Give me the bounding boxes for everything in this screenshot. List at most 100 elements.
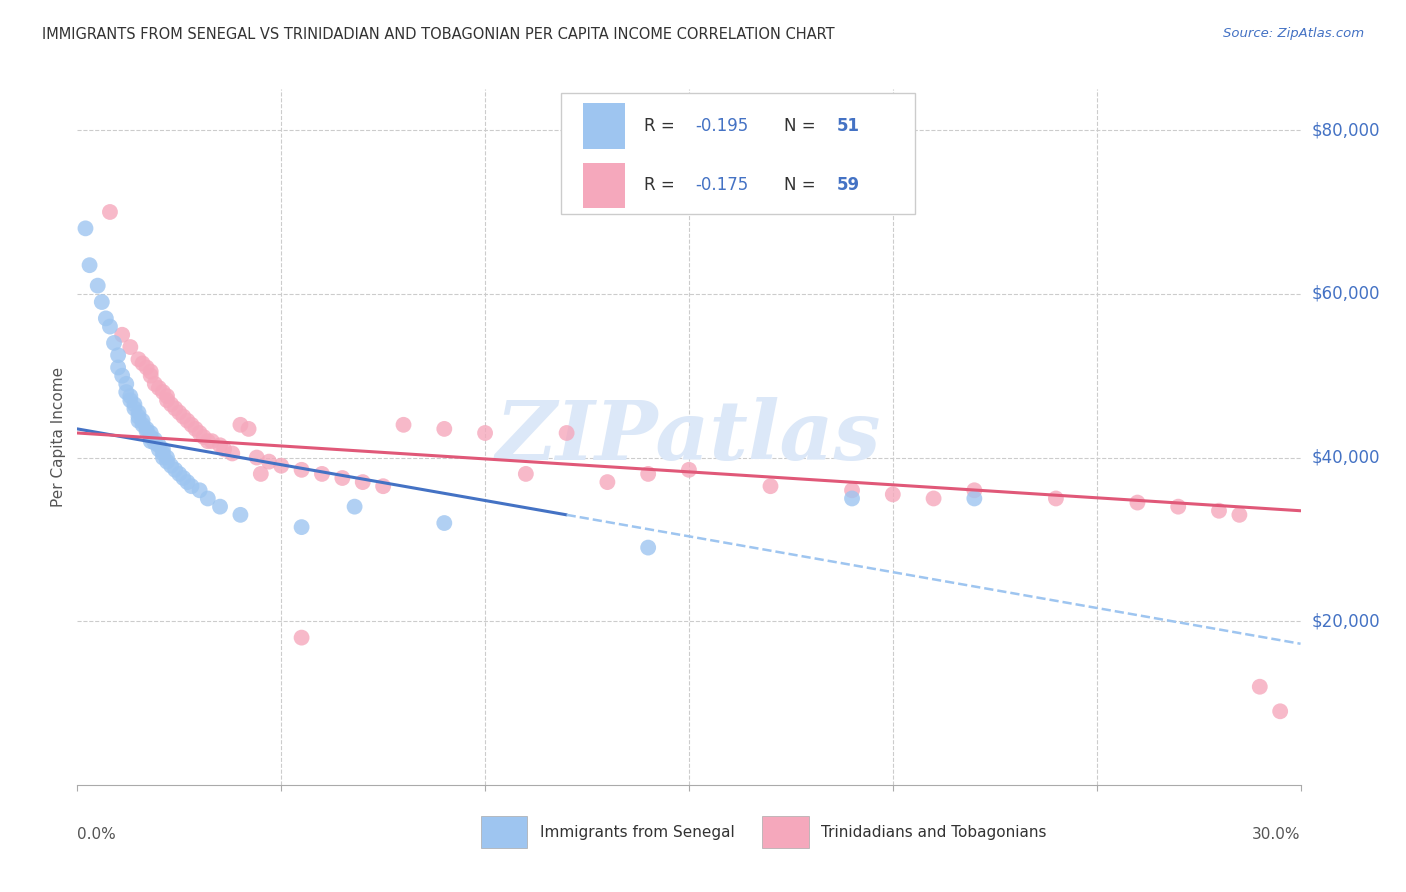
Text: -0.175: -0.175 <box>695 177 748 194</box>
Point <box>1167 500 1189 514</box>
Point <box>139 368 162 383</box>
Y-axis label: Per Capita Income: Per Capita Income <box>51 367 66 508</box>
Point <box>172 471 194 485</box>
Text: 0.0%: 0.0% <box>77 827 117 842</box>
Point <box>124 401 146 416</box>
Point <box>127 414 149 428</box>
Point <box>148 438 170 452</box>
Point <box>131 356 153 370</box>
Text: Trinidadians and Tobagonians: Trinidadians and Tobagonians <box>821 825 1046 839</box>
Text: IMMIGRANTS FROM SENEGAL VS TRINIDADIAN AND TOBAGONIAN PER CAPITA INCOME CORRELAT: IMMIGRANTS FROM SENEGAL VS TRINIDADIAN A… <box>42 27 835 42</box>
Point <box>98 205 121 219</box>
Point <box>1126 495 1149 509</box>
Text: $40,000: $40,000 <box>1312 449 1381 467</box>
Point <box>135 422 157 436</box>
Point <box>135 425 157 439</box>
Text: 51: 51 <box>837 117 860 135</box>
Point <box>208 438 231 452</box>
Point <box>1268 704 1291 718</box>
FancyBboxPatch shape <box>762 816 808 847</box>
Text: ZIPatlas: ZIPatlas <box>496 397 882 477</box>
Point <box>637 541 659 555</box>
Point <box>79 258 101 272</box>
Point <box>188 483 211 498</box>
Point <box>392 417 415 432</box>
Point <box>197 491 219 506</box>
Point <box>169 405 191 419</box>
Point <box>143 376 166 391</box>
Point <box>131 417 153 432</box>
Point <box>188 425 211 440</box>
Point <box>290 520 312 534</box>
Point <box>143 435 166 450</box>
Point <box>221 446 243 460</box>
Point <box>120 340 142 354</box>
Point <box>152 446 174 460</box>
Text: 30.0%: 30.0% <box>1253 827 1301 842</box>
Point <box>433 422 456 436</box>
Point <box>115 385 138 400</box>
Point <box>139 434 162 449</box>
Point <box>152 450 174 465</box>
Point <box>143 433 166 447</box>
Point <box>963 491 986 506</box>
Point <box>103 335 125 350</box>
Point <box>124 397 146 411</box>
Point <box>172 409 194 424</box>
Point <box>111 368 134 383</box>
Point <box>343 500 366 514</box>
Point <box>152 385 174 400</box>
FancyBboxPatch shape <box>561 93 915 214</box>
Point <box>156 393 179 408</box>
Point <box>184 422 207 436</box>
Point <box>160 397 183 411</box>
Point <box>115 376 138 391</box>
Point <box>1045 491 1067 506</box>
Point <box>156 389 179 403</box>
Point <box>229 508 252 522</box>
Point <box>246 450 269 465</box>
Point <box>352 475 374 489</box>
Point <box>75 221 97 235</box>
Text: N =: N = <box>785 177 821 194</box>
Point <box>120 389 142 403</box>
Point <box>882 487 904 501</box>
Point <box>678 463 700 477</box>
Text: 59: 59 <box>837 177 860 194</box>
Point <box>555 425 578 440</box>
Point <box>90 295 112 310</box>
Text: $60,000: $60,000 <box>1312 285 1381 303</box>
FancyBboxPatch shape <box>481 816 527 847</box>
Point <box>433 516 456 530</box>
Point <box>98 319 121 334</box>
Point <box>111 327 134 342</box>
Point <box>250 467 273 481</box>
Point <box>139 365 162 379</box>
Point <box>148 442 170 457</box>
Point <box>148 381 170 395</box>
Point <box>135 360 157 375</box>
Point <box>229 417 252 432</box>
Point <box>156 450 179 465</box>
Point <box>107 348 129 362</box>
Text: R =: R = <box>644 177 679 194</box>
Point <box>131 414 153 428</box>
Text: N =: N = <box>785 117 821 135</box>
Point <box>1208 504 1230 518</box>
Point <box>474 425 496 440</box>
Point <box>176 475 198 489</box>
Point <box>165 401 187 416</box>
Point <box>139 425 162 440</box>
Point <box>197 434 219 449</box>
Point <box>120 393 142 408</box>
Point <box>290 631 312 645</box>
Text: -0.195: -0.195 <box>695 117 748 135</box>
Point <box>165 463 187 477</box>
Point <box>759 479 782 493</box>
Point <box>180 417 202 432</box>
Point <box>637 467 659 481</box>
Point <box>311 467 333 481</box>
Point <box>160 458 183 473</box>
Point <box>107 360 129 375</box>
Point <box>515 467 537 481</box>
